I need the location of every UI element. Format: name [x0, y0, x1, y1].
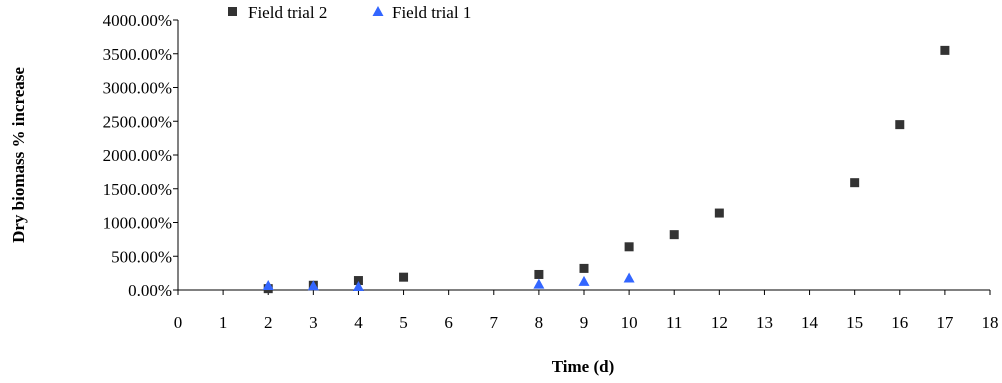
data-point-triangle	[578, 275, 590, 286]
x-tick-label: 3	[309, 313, 318, 332]
x-tick-label: 2	[264, 313, 273, 332]
x-tick-label: 4	[354, 313, 363, 332]
x-axis-title: Time (d)	[552, 357, 615, 376]
legend-square-marker	[228, 7, 237, 16]
x-tick-label: 16	[891, 313, 908, 332]
data-point-triangle	[262, 279, 274, 290]
data-point-square	[895, 120, 905, 130]
y-tick-label: 1500.00%	[103, 180, 172, 199]
legend-label: Field trial 2	[248, 3, 327, 22]
data-point-square	[669, 230, 679, 240]
x-tick-label: 0	[174, 313, 183, 332]
series-field-trial-1	[262, 272, 635, 291]
x-tick-label: 12	[711, 313, 728, 332]
x-tick-label: 7	[490, 313, 499, 332]
x-tick-label: 1	[219, 313, 228, 332]
y-tick-label: 0.00%	[128, 281, 172, 300]
axes	[177, 20, 990, 291]
x-tick-label: 9	[580, 313, 589, 332]
x-tick-label: 5	[399, 313, 408, 332]
data-point-square	[534, 269, 544, 279]
y-tick-label: 1000.00%	[103, 214, 172, 233]
data-point-triangle	[533, 278, 545, 289]
x-tick-label: 14	[801, 313, 819, 332]
y-tick-label: 4000.00%	[103, 11, 172, 30]
data-point-triangle	[307, 280, 319, 291]
legend-item-field-trial-1: Field trial 1	[372, 3, 471, 22]
data-point-square	[353, 276, 363, 286]
x-tick-label: 18	[982, 313, 999, 332]
data-point-square	[399, 272, 409, 282]
legend-label: Field trial 1	[392, 3, 471, 22]
legend-item-field-trial-2: Field trial 2	[228, 3, 327, 22]
x-tick-label: 15	[846, 313, 863, 332]
data-point-square	[624, 242, 634, 252]
x-ticks: 0 1 2 3 4 5 6 7 8 9 10 11 12 13 14 15 16 17 18	[174, 290, 999, 332]
legend-triangle-marker	[372, 6, 384, 16]
x-tick-label: 13	[756, 313, 773, 332]
x-tick-label: 17	[936, 313, 954, 332]
x-tick-label: 6	[444, 313, 453, 332]
y-ticks: 0.00% 500.00% 1000.00% 1500.00% 2000.00% 2500…	[103, 11, 178, 300]
y-tick-label: 2500.00%	[103, 112, 172, 131]
y-tick-label: 2000.00%	[103, 146, 172, 165]
data-point-square	[940, 45, 950, 55]
data-points	[262, 45, 950, 294]
y-tick-label: 3000.00%	[103, 79, 172, 98]
y-axis-title: Dry biomass % increase	[9, 67, 28, 243]
x-tick-label: 10	[621, 313, 638, 332]
data-point-square	[850, 178, 860, 188]
x-tick-label: 11	[666, 313, 682, 332]
series-field-trial-2	[263, 45, 950, 294]
data-point-triangle	[352, 280, 364, 291]
x-tick-label: 8	[535, 313, 544, 332]
data-point-triangle	[623, 272, 635, 283]
y-tick-label: 3500.00%	[103, 45, 172, 64]
legend: Field trial 2 Field trial 1	[228, 3, 471, 22]
data-point-square	[714, 208, 724, 218]
y-tick-label: 500.00%	[111, 247, 172, 266]
data-point-square	[579, 263, 589, 273]
